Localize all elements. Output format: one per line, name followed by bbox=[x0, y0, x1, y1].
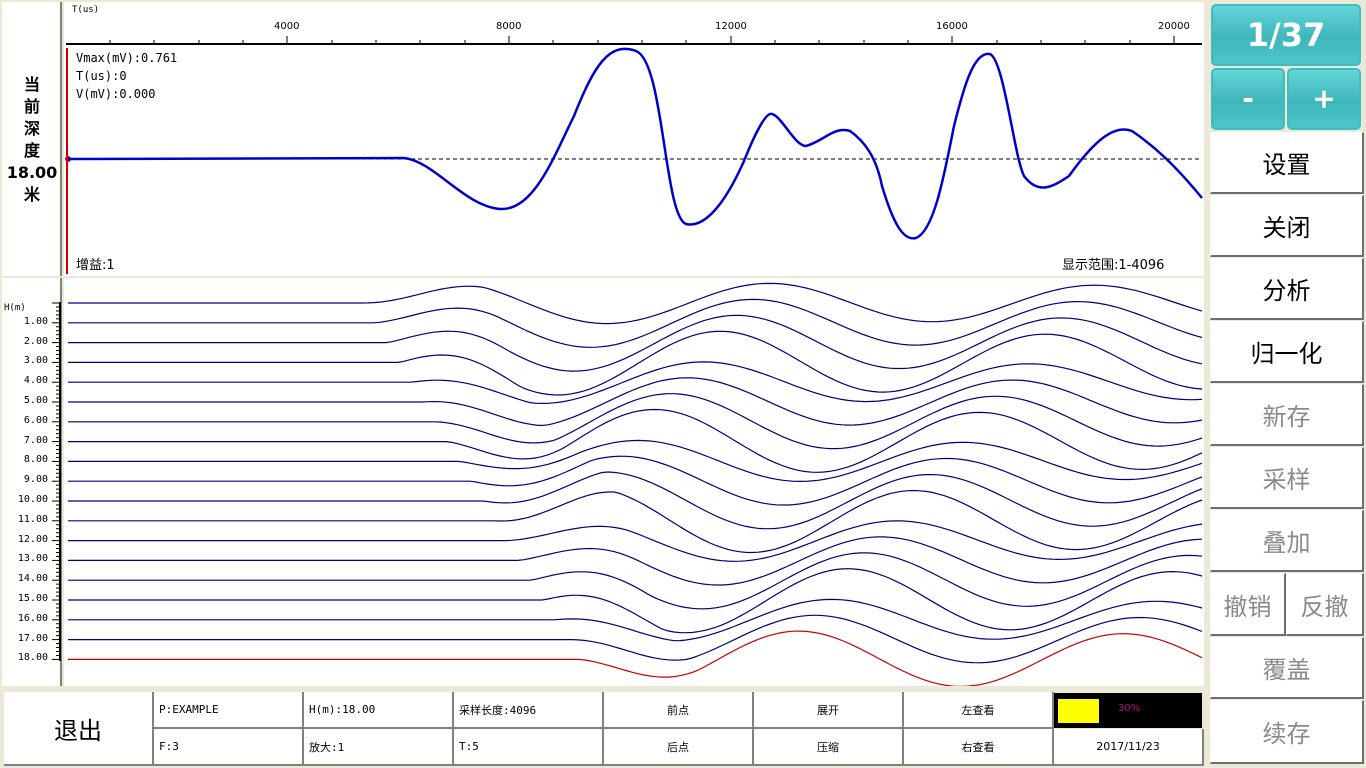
depth-unit: 米 bbox=[23, 185, 40, 204]
sample-button[interactable]: 采样 bbox=[1210, 447, 1364, 509]
depth-char: 度 bbox=[23, 141, 40, 160]
multi-trace-plot[interactable] bbox=[64, 278, 1204, 686]
depth-char: 前 bbox=[23, 97, 40, 116]
depth-tick-label: 6.00 bbox=[23, 414, 48, 426]
trace bbox=[68, 408, 1203, 473]
trace bbox=[68, 598, 1203, 642]
depth-axis-ruler bbox=[52, 302, 61, 661]
new-save-button[interactable]: 新存 bbox=[1210, 384, 1364, 446]
append-save-button[interactable]: 续存 bbox=[1210, 700, 1364, 764]
depth-tick-label: 3.00 bbox=[23, 355, 48, 367]
sample-length-label: 采样长度:4096 bbox=[454, 692, 604, 729]
depth-tick-label: 2.00 bbox=[23, 335, 48, 347]
redo-button[interactable]: 反撤 bbox=[1286, 573, 1364, 636]
undo-button[interactable]: 撤销 bbox=[1210, 573, 1286, 636]
battery-level-bar bbox=[1058, 699, 1099, 723]
trace bbox=[68, 520, 1203, 562]
depth-tick-label: 11.00 bbox=[17, 513, 48, 525]
time-tick-label: 16000 bbox=[936, 21, 968, 32]
time-axis-ruler bbox=[66, 36, 1202, 45]
depth-char: 深 bbox=[23, 119, 40, 138]
depth-tick-label: 7.00 bbox=[23, 434, 48, 446]
zoom-label: 放大:1 bbox=[304, 729, 454, 766]
time-tick-label: 8000 bbox=[496, 21, 522, 32]
depth-tick-label: 15.00 bbox=[17, 593, 48, 604]
voltage-readout: V(mV):0.000 bbox=[76, 87, 156, 101]
trace bbox=[68, 377, 1203, 427]
waveform-plot[interactable] bbox=[64, 46, 1204, 276]
exit-button[interactable]: 退出 bbox=[4, 692, 154, 766]
stack-button[interactable]: 叠加 bbox=[1210, 510, 1364, 572]
trace bbox=[68, 330, 1203, 396]
waveform-info: Vmax(mV):0.761 T(us):0 V(mV):0.000 bbox=[76, 49, 177, 103]
trace bbox=[68, 314, 1203, 372]
depth-tick-label: 1.00 bbox=[23, 315, 48, 327]
settings-button[interactable]: 设置 bbox=[1210, 132, 1364, 194]
display-range-label: 显示范围:1-4096 bbox=[1062, 258, 1165, 273]
time-tick-label: 20000 bbox=[1158, 21, 1190, 32]
trace bbox=[68, 361, 1203, 405]
depth-tick-label: 17.00 bbox=[17, 632, 48, 644]
battery-indicator: 30% bbox=[1054, 693, 1202, 728]
normalize-button[interactable]: 归一化 bbox=[1210, 321, 1364, 383]
depth-label: H(m):18.00 bbox=[304, 692, 454, 729]
trace bbox=[68, 393, 1203, 450]
gain-label: 增益:1 bbox=[76, 258, 115, 273]
trace bbox=[68, 471, 1203, 530]
bottom-bar: 退出 P:EXAMPLE F:3 H(m):18.00 放大:1 采样长度:40… bbox=[0, 688, 1206, 768]
trace bbox=[68, 614, 1203, 664]
time-tick-label: 12000 bbox=[715, 21, 747, 32]
compress-button[interactable]: 压缩 bbox=[754, 729, 904, 766]
previous-point-button[interactable]: 前点 bbox=[604, 692, 754, 729]
depth-tick-label: 14.00 bbox=[17, 573, 48, 585]
waveform-panel[interactable]: Vmax(mV):0.761 T(us):0 V(mV):0.000 增益:1 … bbox=[64, 46, 1204, 276]
trace bbox=[68, 568, 1203, 634]
trace bbox=[68, 455, 1203, 506]
view-left-button[interactable]: 左查看 bbox=[904, 692, 1054, 729]
depth-tick-label: 18.00 bbox=[17, 652, 48, 664]
view-right-button[interactable]: 右查看 bbox=[904, 729, 1054, 766]
sidebar: 1/37 - + 设置 关闭 分析 归一化 新存 采样 叠加 撤销 反撤 覆盖 … bbox=[1208, 0, 1366, 768]
depth-char: 当 bbox=[23, 75, 40, 94]
date-label: 2017/11/23 bbox=[1054, 729, 1204, 766]
overwrite-button[interactable]: 覆盖 bbox=[1210, 637, 1364, 699]
time-readout: T(us):0 bbox=[76, 69, 127, 83]
time-axis-title: T(us) bbox=[72, 5, 100, 15]
project-label: P:EXAMPLE bbox=[154, 692, 304, 729]
t-label: T:5 bbox=[454, 729, 604, 766]
time-tick-label: 4000 bbox=[274, 21, 300, 32]
next-point-button[interactable]: 后点 bbox=[604, 729, 754, 766]
close-button[interactable]: 关闭 bbox=[1210, 195, 1364, 257]
current-trace bbox=[68, 630, 1203, 686]
multi-trace-panel[interactable] bbox=[64, 278, 1204, 686]
depth-tick-label: 4.00 bbox=[23, 375, 48, 387]
time-axis: T(us) 4000 8000 12000 16000 20000 bbox=[64, 2, 1204, 46]
current-depth-panel: 当 前 深 度 18.00 米 bbox=[2, 2, 62, 276]
current-depth-label: 当 前 深 度 18.00 米 bbox=[2, 74, 62, 206]
depth-axis-title: H(m) bbox=[4, 303, 26, 313]
next-page-button[interactable]: + bbox=[1287, 68, 1361, 130]
battery-percent: 30% bbox=[1118, 703, 1141, 714]
trace bbox=[68, 282, 1203, 325]
page-indicator: 1/37 bbox=[1211, 4, 1361, 66]
trace bbox=[68, 489, 1203, 554]
depth-axis: H(m) 1.00 2.00 3.00 4.00 5.00 6.00 7.00 8.00 9.0… bbox=[2, 278, 62, 686]
depth-tick-label: 5.00 bbox=[23, 395, 48, 406]
trace bbox=[68, 536, 1203, 586]
analyze-button[interactable]: 分析 bbox=[1210, 258, 1364, 320]
trace bbox=[68, 298, 1203, 348]
depth-tick-label: 9.00 bbox=[23, 474, 48, 486]
previous-page-button[interactable]: - bbox=[1211, 68, 1285, 130]
trace bbox=[68, 552, 1203, 610]
depth-tick-label: 16.00 bbox=[17, 612, 48, 624]
expand-button[interactable]: 展开 bbox=[754, 692, 904, 729]
depth-tick-label: 12.00 bbox=[17, 533, 48, 545]
depth-tick-label: 10.00 bbox=[17, 494, 48, 505]
depth-tick-label: 13.00 bbox=[17, 553, 48, 565]
file-label: F:3 bbox=[154, 729, 304, 766]
vmax-readout: Vmax(mV):0.761 bbox=[76, 51, 178, 65]
depth-tick-label: 8.00 bbox=[23, 454, 48, 466]
trace bbox=[68, 439, 1203, 483]
current-depth-value: 18.00 bbox=[6, 163, 58, 182]
